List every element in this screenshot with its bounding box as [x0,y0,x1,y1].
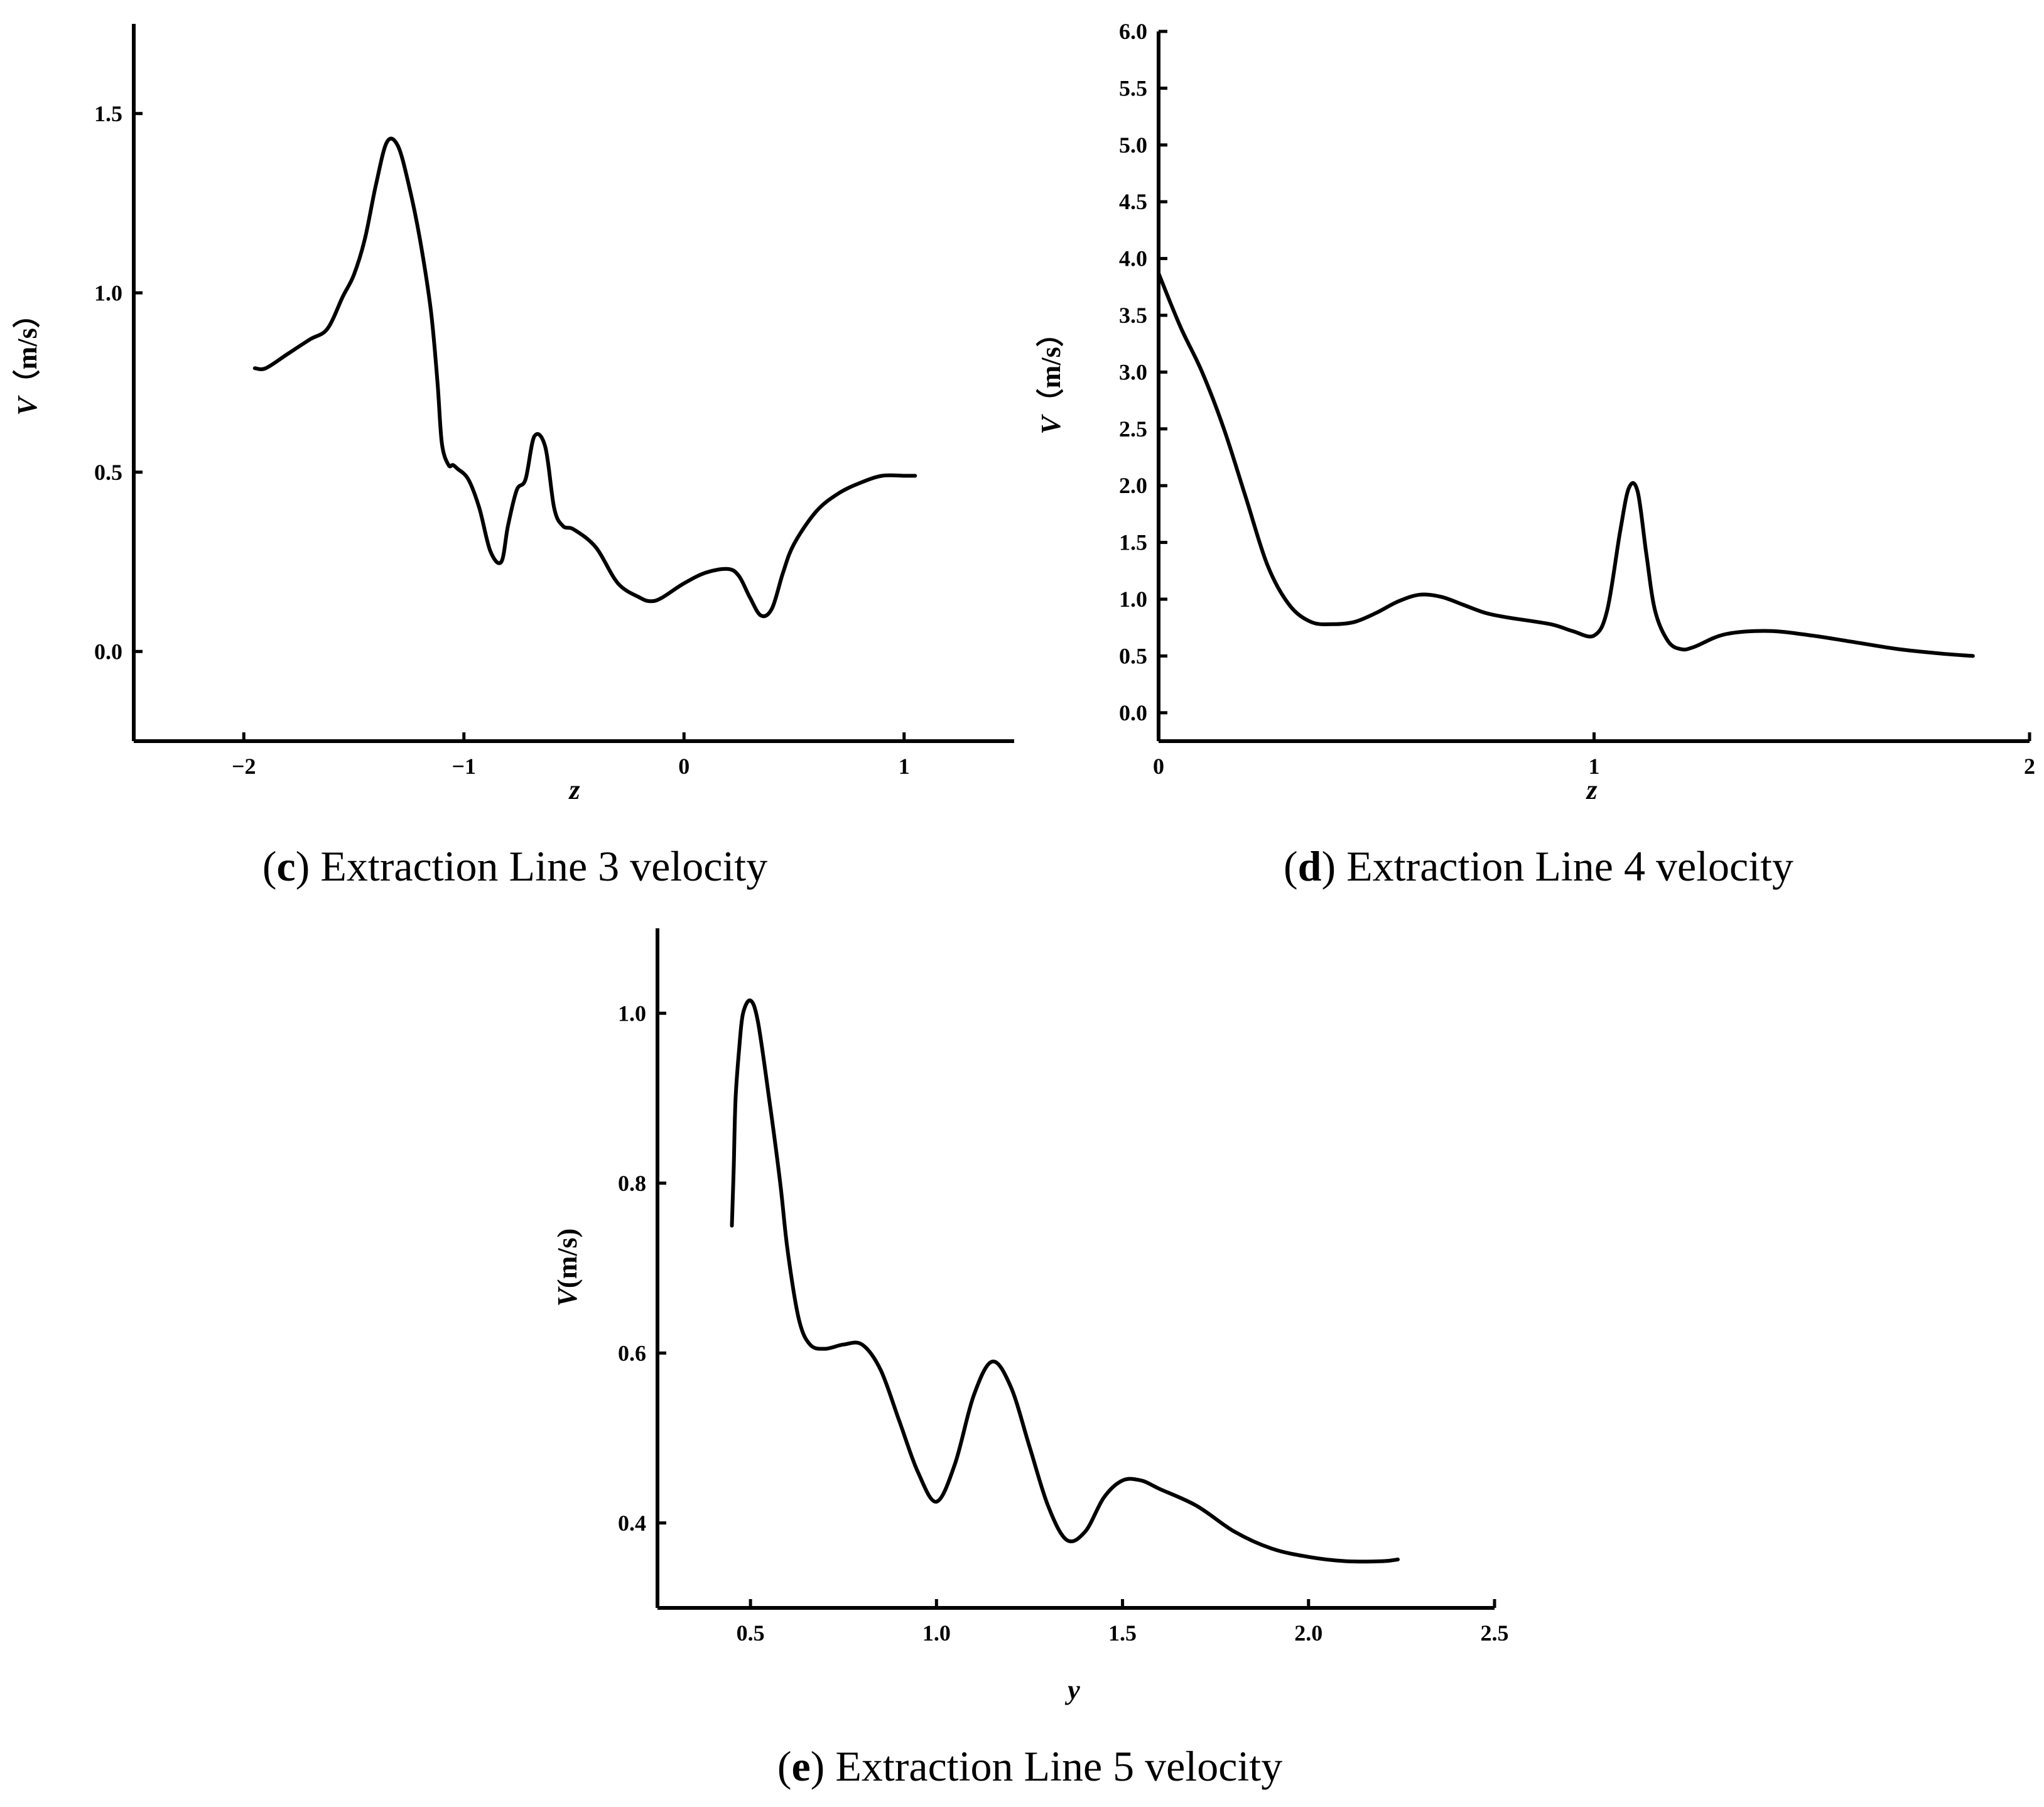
panel-c-xlabel: z [568,774,580,805]
panel-c-ytick-label-1: 0.5 [94,460,122,485]
panel-d-ytick-label-11: 5.5 [1119,75,1147,100]
panel-c: 0.0 0.5 1.0 1.5 −2 −1 0 1 V（m/s） z (c) Extract… [12,24,1014,890]
panel-c-ytick-label-0: 0.0 [94,639,122,664]
panel-d-xtick-label-2: 2 [2024,754,2035,779]
panel-c-ylabel-unit: （m/s） [12,300,43,397]
panel-c-ylabel-var: V [12,395,43,416]
panel-e-caption: (e) Extraction Line 5 velocity [777,1742,1282,1790]
panel-e-caption-text: Extraction Line 5 velocity [825,1742,1282,1790]
panel-d-caption-text: Extraction Line 4 velocity [1336,842,1793,890]
panel-c-xtick-label-0: −2 [232,754,256,779]
panel-e-series-line [730,998,1400,1564]
panel-d-ylabel-var: V [1036,414,1066,435]
panel-c-xtick-label-2: 0 [678,754,689,779]
panel-d-xtick-label-0: 0 [1153,754,1164,779]
panel-e-ytick-label-2: 0.8 [618,1171,646,1196]
panel-e-xtick-label-1: 1.0 [922,1620,951,1646]
panel-e-xlabel: y [1064,1674,1080,1705]
panel-c-series-line [252,136,917,619]
panel-d-ytick-label-4: 2.0 [1119,473,1147,498]
panel-d-ytick-label-10: 5.0 [1119,133,1147,158]
panel-d-ytick-label-5: 2.5 [1119,416,1147,442]
panel-e-yticks: 0.4 0.6 0.8 1.0 [618,1001,666,1536]
panel-e-caption-letter: e [791,1742,810,1790]
panel-e-ylabel: V(m/s) [552,1229,583,1307]
panel-d-xtick-label-1: 1 [1589,754,1600,779]
panel-c-xtick-label-3: 1 [899,754,910,779]
panel-d-ytick-label-8: 4.0 [1119,246,1147,271]
panel-e-ytick-label-1: 0.6 [618,1340,646,1365]
panel-c-caption-letter: c [276,842,295,890]
panel-e-ylabel-unit: (m/s) [552,1229,583,1288]
panel-e-ytick-label-3: 1.0 [618,1001,646,1026]
panel-d-ytick-label-1: 0.5 [1119,643,1147,668]
panel-c-xtick-label-1: −1 [452,754,476,779]
panel-c-caption-text: Extraction Line 3 velocity [310,842,767,890]
panel-d: 0.00.51.01.52.02.53.03.54.04.55.05.56.0 … [1036,19,2035,890]
panel-c-ytick-label-2: 1.0 [94,280,122,305]
panel-d-ylabel-unit: （m/s） [1036,319,1066,416]
panel-e-xtick-label-2: 1.5 [1108,1620,1137,1646]
panel-d-ytick-label-0: 0.0 [1119,700,1147,725]
panel-d-caption: (d) Extraction Line 4 velocity [1284,842,1793,890]
panel-d-caption-letter: d [1298,842,1322,890]
panel-d-xticks: 0 1 2 [1153,732,2035,779]
panel-d-ytick-label-7: 3.5 [1119,303,1147,328]
panel-c-xticks: −2 −1 0 1 [232,732,910,779]
panel-e-ylabel-var: V [552,1286,583,1306]
panel-d-series-line [1157,271,1975,658]
panel-c-yticks: 0.0 0.5 1.0 1.5 [94,101,143,664]
panel-c-ylabel: V（m/s） [12,300,43,415]
panel-d-ytick-label-9: 4.5 [1119,189,1147,214]
panel-d-ytick-label-3: 1.5 [1119,530,1147,555]
panel-e-ytick-label-0: 0.4 [618,1511,646,1536]
panel-d-yticks: 0.0 0.5 1.0 1.5 2.0 2.5 3.0 3.5 4.0 4.5 5.0 5.5 6.0 [1119,19,1167,725]
panel-e-xtick-label-0: 0.5 [737,1620,765,1646]
panel-d-ytick-label-6: 3.0 [1119,359,1147,384]
panel-e-xticks: 0.5 1.0 1.5 2.0 2.5 [737,1599,1509,1646]
panel-e-xtick-label-3: 2.0 [1294,1620,1322,1646]
panel-c-ytick-label-3: 1.5 [94,101,122,126]
panel-d-ytick-label-12: 6.0 [1119,19,1147,44]
panel-d-ytick-label-2: 1.0 [1119,587,1147,612]
panel-e-xtick-label-4: 2.5 [1481,1620,1509,1646]
panel-e: 0.4 0.6 0.8 1.0 0.5 1.0 1.5 2.0 2.5 V(m/s) y (e… [552,928,1509,1790]
panel-d-xlabel: z [1585,774,1597,805]
panel-c-caption: (c) Extraction Line 3 velocity [262,842,767,890]
panel-d-ylabel: V（m/s） [1036,319,1066,434]
